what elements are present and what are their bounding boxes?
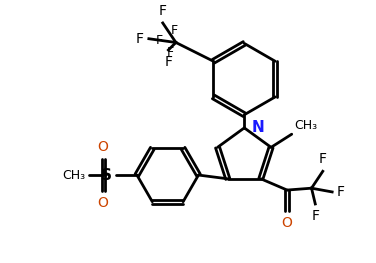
Text: F: F [311, 209, 319, 223]
Text: N: N [252, 120, 265, 135]
Text: O: O [98, 140, 109, 154]
Text: CH₃: CH₃ [62, 169, 85, 181]
Text: F: F [155, 34, 162, 47]
Text: F: F [337, 185, 345, 199]
Text: F: F [135, 32, 143, 46]
Text: CH₃: CH₃ [295, 119, 318, 132]
Text: F: F [167, 46, 174, 59]
Text: S: S [101, 168, 112, 183]
Text: O: O [98, 196, 109, 210]
Text: F: F [170, 24, 177, 37]
Text: F: F [319, 153, 327, 166]
Text: F: F [164, 55, 172, 69]
Text: F: F [159, 4, 167, 18]
Text: O: O [282, 216, 293, 230]
